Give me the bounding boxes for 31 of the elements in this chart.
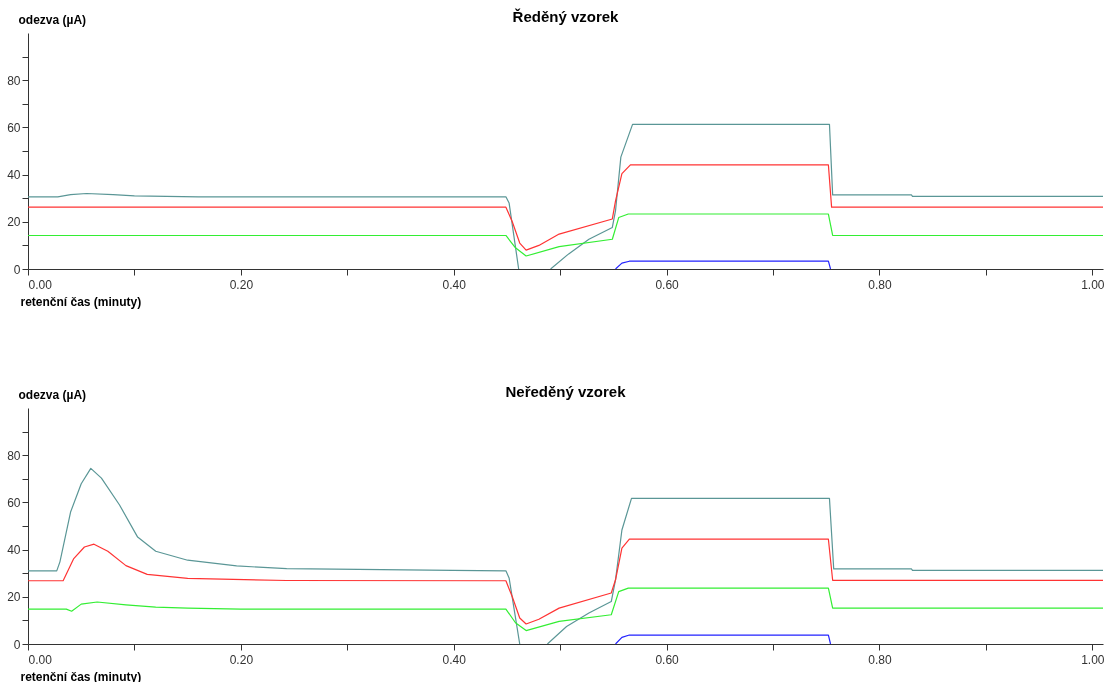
x-tick-label: 0.20	[229, 652, 254, 667]
y-tick-label: 40	[7, 543, 21, 558]
y-axis-title: odezva (µA)	[18, 387, 87, 402]
x-tick-label: 0.80	[868, 277, 892, 292]
line-series	[28, 164, 1103, 251]
x-tick-label: 0.60	[655, 652, 680, 667]
chart-title: Ředěný vzorek	[512, 8, 620, 25]
line-series	[28, 213, 1103, 257]
x-tick-label: 0.20	[229, 277, 254, 292]
y-tick-label: 80	[7, 448, 21, 463]
x-tick-label: 0.00	[28, 277, 53, 292]
chart-title: Neředěný vzorek	[505, 383, 627, 400]
line-series	[28, 538, 1103, 625]
line-series	[28, 587, 1103, 632]
x-tick-label: 0.60	[655, 277, 680, 292]
x-tick-label: 1.00	[1081, 652, 1105, 667]
y-axis-title: odezva (µA)	[18, 12, 87, 27]
y-tick-label: 80	[7, 73, 21, 88]
x-tick-label: 0.40	[442, 277, 467, 292]
x-tick-label: 0.00	[28, 652, 53, 667]
y-tick-label: 20	[7, 215, 21, 230]
y-tick-label: 0	[13, 637, 21, 652]
x-tick-label: 0.40	[442, 652, 467, 667]
y-tick-label: 60	[7, 120, 21, 135]
x-tick-label: 1.00	[1081, 277, 1105, 292]
y-tick-label: 40	[7, 168, 21, 183]
x-tick-label: 0.80	[868, 652, 892, 667]
y-tick-label: 0	[13, 262, 21, 277]
y-tick-label: 60	[7, 495, 21, 510]
x-axis-title: retenční čas (minuty)	[20, 294, 142, 309]
y-tick-label: 20	[7, 590, 21, 605]
